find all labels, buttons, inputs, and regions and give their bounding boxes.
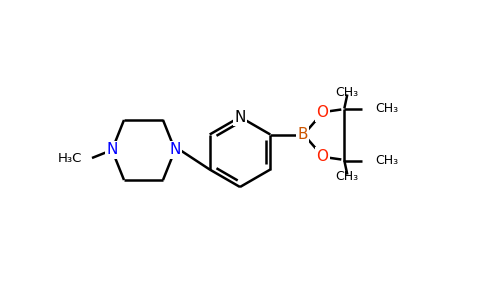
Text: CH₃: CH₃ <box>336 85 359 98</box>
Text: CH₃: CH₃ <box>336 170 359 184</box>
Text: O: O <box>317 105 328 120</box>
Text: N: N <box>234 110 246 124</box>
Text: O: O <box>317 149 328 164</box>
Text: N: N <box>106 142 118 158</box>
Text: CH₃: CH₃ <box>375 102 398 115</box>
Text: N: N <box>169 142 181 158</box>
Text: CH₃: CH₃ <box>375 154 398 167</box>
Text: B: B <box>297 127 307 142</box>
Text: H₃C: H₃C <box>58 152 82 166</box>
